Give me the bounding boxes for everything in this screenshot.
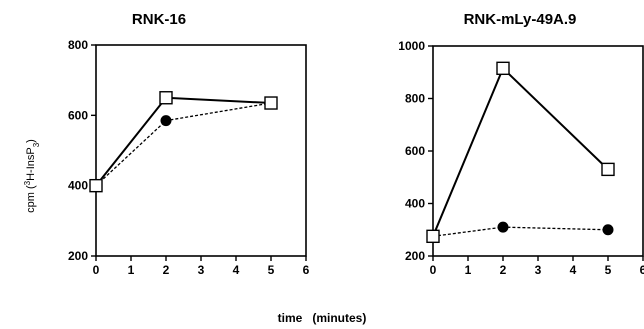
x-tick-label: 1 bbox=[128, 263, 135, 277]
x-tick-label: 6 bbox=[640, 263, 644, 277]
chart-title: RNK-mLy-49A.9 bbox=[464, 11, 577, 28]
x-tick-label: 1 bbox=[465, 263, 472, 277]
data-point-square bbox=[159, 91, 173, 105]
y-tick-label: 200 bbox=[68, 249, 88, 263]
y-tick-label: 800 bbox=[405, 92, 425, 106]
plot-frame bbox=[432, 45, 644, 257]
axes bbox=[95, 44, 307, 257]
data-point-circle bbox=[160, 115, 172, 127]
x-tick-label: 5 bbox=[268, 263, 275, 277]
series-line-circles bbox=[432, 226, 609, 237]
panel-rnk16: RNK-16 cpm (3H-InsP3) 200 400 600 800 0 1 2 3 4 5… bbox=[23, 11, 310, 277]
data-point-square bbox=[426, 229, 440, 244]
x-tick-label: 6 bbox=[303, 263, 310, 277]
x-tick-label: 3 bbox=[198, 263, 205, 277]
series bbox=[426, 61, 615, 244]
x-tick-label: 0 bbox=[93, 263, 100, 277]
y-tick-label: 200 bbox=[405, 249, 425, 263]
data-point-square bbox=[264, 96, 278, 110]
x-tick-label: 4 bbox=[233, 263, 240, 277]
data-point-square bbox=[601, 162, 615, 177]
ticks: 200 400 600 800 0 1 2 3 4 5 6 bbox=[68, 38, 310, 277]
ticks: 200 400 600 800 1000 0 1 2 3 4 5 6 bbox=[398, 39, 644, 277]
x-tick-label: 5 bbox=[605, 263, 612, 277]
plot-frame bbox=[95, 44, 307, 257]
x-tick-label: 0 bbox=[430, 263, 437, 277]
x-tick-label: 2 bbox=[163, 263, 170, 277]
series-line-circles bbox=[95, 102, 272, 187]
series-line-squares bbox=[95, 96, 272, 187]
chart-title: RNK-16 bbox=[132, 11, 186, 28]
data-point-square bbox=[496, 61, 510, 76]
panel-rnk-mly49a9: RNK-mLy-49A.9 200 400 600 800 1000 0 1 2 3 4 5 6 bbox=[398, 11, 644, 277]
y-tick-label: 400 bbox=[405, 197, 425, 211]
x-tick-label: 3 bbox=[535, 263, 542, 277]
y-tick-label: 1000 bbox=[398, 39, 425, 53]
data-point-circle bbox=[497, 221, 509, 233]
axes bbox=[432, 45, 644, 257]
y-tick-label: 600 bbox=[405, 144, 425, 158]
data-point-circle bbox=[602, 224, 614, 236]
data-point-square bbox=[89, 178, 103, 193]
x-tick-label: 4 bbox=[570, 263, 577, 277]
y-axis-label: cpm (3H-InsP3) bbox=[23, 139, 41, 213]
x-tick-label: 2 bbox=[500, 263, 507, 277]
series-line-squares bbox=[432, 66, 609, 237]
x-axis-label: time (minutes) bbox=[278, 311, 367, 325]
series bbox=[89, 91, 278, 193]
y-tick-label: 600 bbox=[68, 108, 88, 122]
y-tick-label: 800 bbox=[68, 38, 88, 52]
y-tick-label: 400 bbox=[68, 179, 88, 193]
